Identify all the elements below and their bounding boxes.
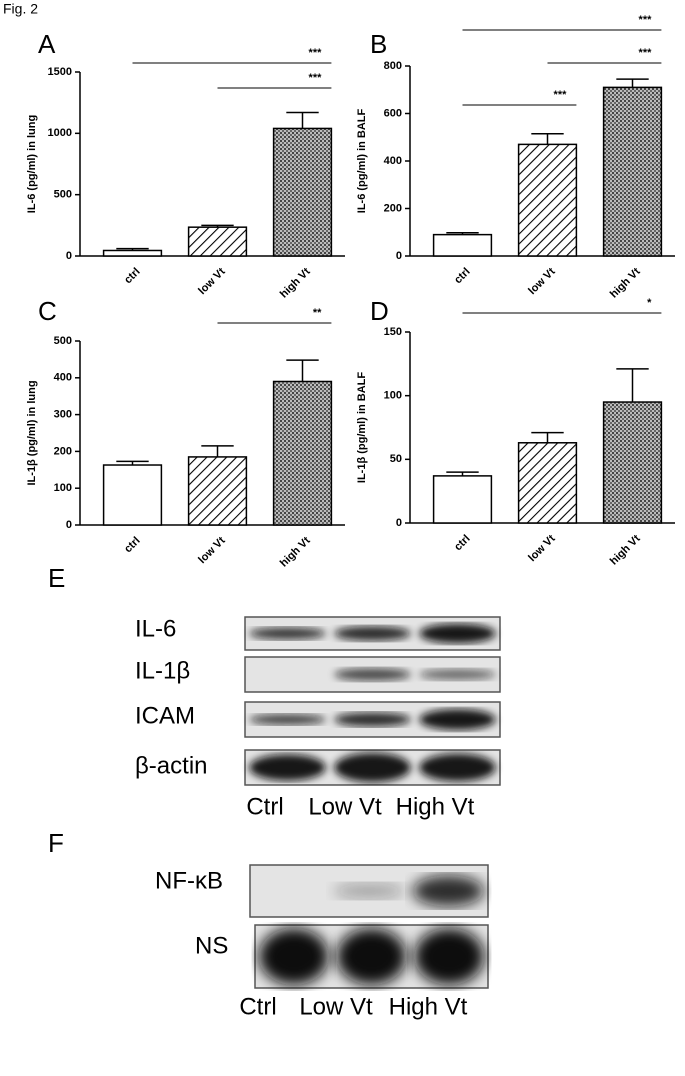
y-tick-label: 0	[66, 519, 72, 531]
bar	[102, 249, 163, 257]
y-tick-label: 1000	[48, 127, 72, 139]
x-tick-label: ctrl	[122, 266, 143, 287]
x-tick-label: ctrl	[452, 533, 473, 554]
blot-band	[249, 627, 326, 640]
significance-label: ***	[639, 14, 653, 26]
blot-row-label: NF-κB	[155, 867, 223, 894]
y-tick-label: 500	[54, 189, 72, 201]
significance-label: ***	[554, 89, 568, 101]
blot-band	[249, 754, 326, 781]
blot-row-label: ICAM	[135, 702, 195, 729]
y-tick-label: 1500	[48, 66, 72, 78]
blot-band	[412, 875, 485, 907]
panel-letter: A	[38, 29, 56, 59]
blot-row-label: IL-6	[135, 615, 176, 642]
x-tick-label: high Vt	[278, 265, 313, 300]
bar	[517, 442, 578, 524]
significance-label: ***	[639, 47, 653, 59]
blot-band	[419, 753, 496, 782]
y-axis-label: IL-6 (pg/ml) in lung	[26, 115, 38, 213]
blot-lane-label: Low Vt	[299, 993, 373, 1020]
significance-label: **	[313, 307, 322, 319]
bar	[517, 143, 578, 257]
y-tick-label: 500	[54, 335, 72, 347]
figure-label: Fig. 2	[3, 1, 38, 17]
blot-lane-label: High Vt	[396, 793, 475, 820]
blot-band	[258, 928, 329, 985]
significance-label: ***	[309, 47, 323, 59]
x-tick-label: low Vt	[526, 265, 558, 297]
blot-lane-label: Ctrl	[246, 793, 283, 820]
panel-letter: E	[48, 563, 65, 593]
significance-label: *	[647, 297, 652, 309]
blot-row-label: IL-1β	[135, 657, 190, 684]
bar	[187, 456, 248, 526]
blot-band	[334, 626, 411, 641]
y-tick-label: 300	[54, 409, 72, 421]
y-tick-label: 400	[54, 372, 72, 384]
y-axis-label: IL-1β (pg/ml) in lung	[26, 380, 38, 485]
blot-band	[334, 752, 411, 783]
y-tick-label: 0	[396, 517, 402, 529]
blot-band	[334, 712, 411, 727]
blot-band	[419, 709, 496, 730]
x-tick-label: ctrl	[122, 535, 143, 556]
x-tick-label: high Vt	[608, 265, 643, 300]
blot-panel: NF-κB NS Ctrl Low Vt High Vt	[155, 864, 489, 1020]
blot-row-label: NS	[195, 932, 228, 959]
bar	[187, 226, 248, 257]
bar	[272, 380, 333, 526]
bar	[272, 127, 333, 257]
blot-lane-label: Low Vt	[308, 793, 382, 820]
bar	[432, 233, 493, 257]
blot-panel: IL-6 IL-1β ICAM β-actin Ctrl Low Vt High Vt	[135, 615, 501, 820]
blot-band	[333, 883, 405, 899]
x-tick-label: low Vt	[526, 532, 558, 564]
y-tick-label: 200	[384, 202, 402, 214]
x-tick-label: high Vt	[278, 534, 313, 569]
y-tick-label: 400	[384, 155, 402, 167]
x-tick-label: low Vt	[196, 265, 228, 297]
y-tick-label: 0	[396, 250, 402, 262]
panel-letter: C	[38, 296, 57, 326]
x-tick-label: high Vt	[608, 532, 643, 567]
blot-band	[419, 623, 496, 644]
blot-band	[414, 928, 485, 985]
y-tick-label: 200	[54, 445, 72, 457]
x-tick-label: ctrl	[452, 266, 473, 287]
y-tick-label: 0	[66, 250, 72, 262]
significance-label: ***	[309, 72, 323, 84]
y-tick-label: 100	[54, 482, 72, 494]
y-axis-label: IL-1β (pg/ml) in BALF	[356, 372, 368, 483]
blot-band	[249, 714, 326, 725]
y-tick-label: 100	[384, 390, 402, 402]
y-tick-label: 150	[384, 326, 402, 338]
y-axis-label: IL-6 (pg/ml) in BALF	[356, 108, 368, 213]
panel-letter: D	[370, 296, 389, 326]
y-tick-label: 600	[384, 107, 402, 119]
bar	[602, 401, 663, 524]
blot-band	[334, 668, 411, 681]
panel-letter: B	[370, 29, 387, 59]
bar	[102, 464, 163, 526]
y-tick-label: 50	[390, 453, 402, 465]
blot-lane-label: High Vt	[389, 993, 468, 1020]
blot-row-label: β-actin	[135, 752, 208, 779]
blot-lane-label: Ctrl	[239, 993, 276, 1020]
x-tick-label: low Vt	[196, 534, 228, 566]
y-tick-label: 800	[384, 60, 402, 72]
blot-band	[419, 668, 496, 681]
bar	[432, 475, 493, 524]
blot-band	[336, 928, 407, 985]
panel-letter: F	[48, 828, 64, 858]
bar	[602, 86, 663, 257]
